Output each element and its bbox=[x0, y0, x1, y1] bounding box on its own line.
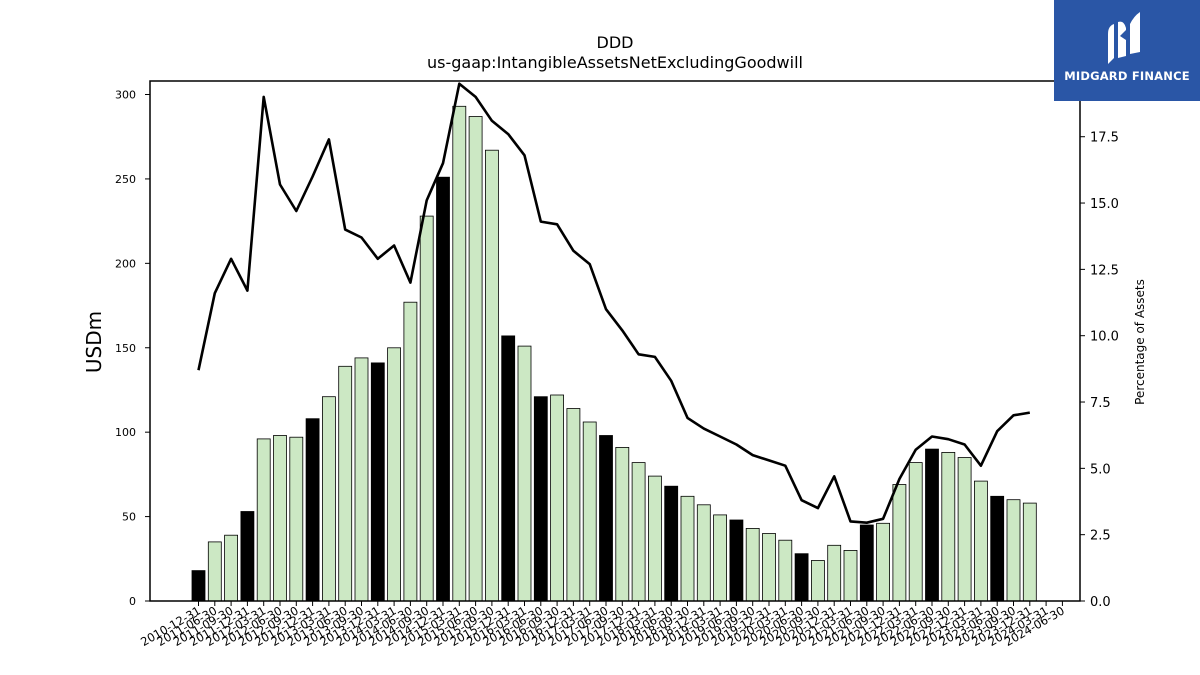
bar bbox=[582, 421, 597, 602]
y-axis-label: USDm bbox=[82, 311, 106, 373]
bar bbox=[631, 462, 646, 602]
y-tick-label: 300 bbox=[115, 89, 136, 102]
bar bbox=[419, 215, 434, 602]
bar bbox=[501, 335, 516, 602]
bar bbox=[370, 362, 385, 602]
line-group bbox=[197, 82, 1031, 525]
bar bbox=[876, 522, 890, 602]
bar bbox=[843, 550, 858, 602]
y2-tick-label: 15.0 bbox=[1090, 197, 1119, 212]
bar bbox=[974, 480, 988, 602]
bar bbox=[990, 495, 1005, 602]
bar bbox=[957, 457, 972, 602]
y2-tick-label: 0.0 bbox=[1090, 595, 1111, 610]
bar bbox=[778, 539, 793, 602]
bar bbox=[207, 541, 222, 602]
chart-subtitle: us-gaap:IntangibleAssetsNetExcludingGood… bbox=[427, 53, 803, 72]
bar bbox=[615, 446, 630, 602]
bar bbox=[827, 544, 842, 602]
bars-group bbox=[191, 105, 1037, 602]
bar bbox=[550, 394, 564, 602]
line-series bbox=[197, 82, 1031, 525]
bar bbox=[484, 149, 499, 602]
bar bbox=[859, 524, 874, 602]
bar bbox=[240, 511, 255, 602]
bar bbox=[224, 534, 239, 602]
bar bbox=[599, 435, 613, 602]
y-tick-label: 50 bbox=[122, 511, 136, 524]
bar bbox=[256, 438, 271, 602]
bar bbox=[925, 448, 939, 602]
bar bbox=[566, 408, 581, 602]
bar bbox=[941, 451, 956, 602]
y2-tick-label: 10.0 bbox=[1090, 330, 1119, 345]
y2-tick-label: 12.5 bbox=[1090, 263, 1119, 278]
y2-tick-label: 5.0 bbox=[1090, 462, 1111, 477]
bar bbox=[468, 116, 483, 602]
bar bbox=[762, 533, 776, 602]
logo: MIDGARD FINANCE bbox=[1054, 0, 1200, 101]
bar bbox=[680, 495, 695, 602]
y2-tick-label: 2.5 bbox=[1090, 529, 1111, 544]
bar bbox=[696, 504, 711, 602]
y2-tick-label: 17.5 bbox=[1090, 131, 1119, 146]
axes-group: 0 50 100 150 200 250 300 0.0 2.5 5.0 7.5 10.0 12.5 15… bbox=[115, 80, 1119, 649]
bar bbox=[321, 396, 336, 602]
bar bbox=[191, 570, 206, 602]
y2-tick-label: 7.5 bbox=[1090, 396, 1111, 411]
bar bbox=[338, 365, 353, 602]
bar bbox=[403, 301, 418, 602]
y-tick-label: 200 bbox=[115, 257, 136, 270]
y-tick-label: 100 bbox=[115, 426, 136, 439]
bar bbox=[892, 484, 907, 602]
bar bbox=[387, 347, 402, 602]
bar bbox=[664, 485, 679, 602]
bar bbox=[436, 176, 450, 602]
bar bbox=[452, 105, 467, 602]
bar bbox=[289, 436, 304, 602]
bar bbox=[1022, 502, 1037, 602]
bar bbox=[908, 462, 923, 602]
bar bbox=[811, 560, 825, 602]
bar bbox=[648, 475, 662, 602]
y-tick-label: 0 bbox=[129, 595, 136, 608]
y2-axis-label: Percentage of Assets bbox=[1133, 279, 1147, 405]
midgard-m-icon bbox=[1108, 12, 1140, 64]
y-tick-label: 250 bbox=[115, 173, 136, 186]
bar bbox=[1006, 499, 1021, 602]
bar bbox=[273, 435, 287, 602]
bar bbox=[794, 553, 809, 602]
bar bbox=[305, 418, 320, 602]
bar bbox=[533, 396, 548, 602]
bar bbox=[745, 528, 760, 602]
plot-frame bbox=[149, 80, 1081, 602]
logo-text: MIDGARD FINANCE bbox=[1064, 69, 1190, 83]
y-tick-label: 150 bbox=[115, 342, 136, 355]
bar bbox=[729, 519, 744, 602]
bar bbox=[354, 357, 369, 602]
chart-title: DDD bbox=[597, 33, 634, 52]
bar bbox=[517, 345, 532, 602]
bar bbox=[713, 514, 727, 602]
